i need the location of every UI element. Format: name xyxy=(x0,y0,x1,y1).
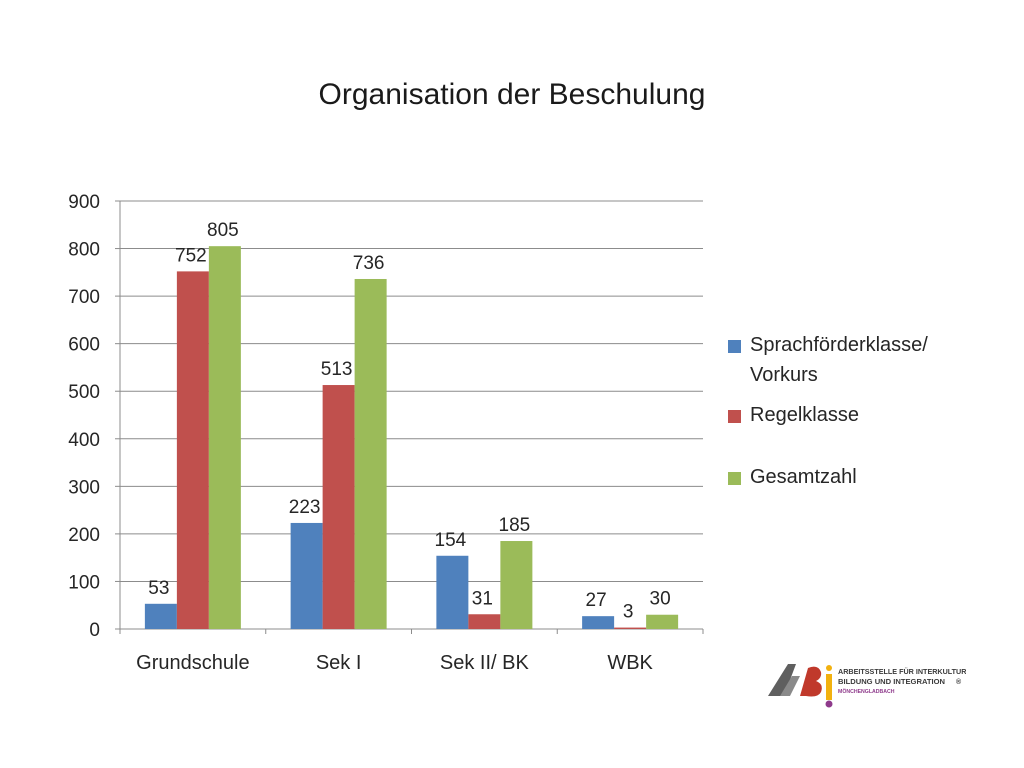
bar xyxy=(646,614,679,629)
legend-label-series-3: Gesamtzahl xyxy=(750,466,857,488)
bar xyxy=(322,385,355,629)
bar xyxy=(582,616,615,629)
logo-registered: ® xyxy=(956,678,962,686)
data-label: 805 xyxy=(207,220,239,241)
legend: Sprachförderklasse/ Vorkurs Regelklasse … xyxy=(728,330,988,492)
y-tick-label: 600 xyxy=(68,335,100,356)
x-category-label: Sek II/ BK xyxy=(440,652,530,674)
data-label: 53 xyxy=(148,578,169,599)
data-label: 31 xyxy=(472,588,493,609)
bar xyxy=(354,278,387,629)
bar xyxy=(614,627,647,629)
legend-swatch-series-1 xyxy=(728,340,741,353)
legend-item-series-1: Sprachförderklasse/ Vorkurs xyxy=(728,330,988,392)
y-tick-label: 200 xyxy=(68,525,100,546)
legend-label-series-1: Sprachförderklasse/ xyxy=(750,334,928,356)
chart-title: Organisation der Beschulung xyxy=(318,78,706,111)
data-label: 154 xyxy=(435,530,467,551)
data-label: 736 xyxy=(353,253,385,274)
data-label: 30 xyxy=(650,589,671,610)
logo-line-1: ARBEITSSTELLE FÜR INTERKULTURELLE xyxy=(838,667,966,676)
y-tick-label: 100 xyxy=(68,572,100,593)
logo-mark-i-icon xyxy=(826,674,832,700)
x-category-label: Sek I xyxy=(316,652,362,674)
logo-line-2: BILDUNG UND INTEGRATION xyxy=(838,677,945,686)
bar xyxy=(468,614,501,629)
legend-label-series-1-line2: Vorkurs xyxy=(750,364,818,386)
abi-logo: ARBEITSSTELLE FÜR INTERKULTURELLE BILDUN… xyxy=(768,664,966,708)
legend-item-series-2: Regelklasse xyxy=(728,400,988,450)
logo-mark-dot2-icon xyxy=(826,665,832,671)
bar xyxy=(144,603,177,629)
legend-swatch-series-3 xyxy=(728,472,741,485)
bar xyxy=(208,246,241,629)
data-label: 223 xyxy=(289,497,321,518)
data-label: 27 xyxy=(586,590,607,611)
bar xyxy=(500,541,533,629)
logo-mark-dot-icon xyxy=(825,700,833,708)
y-tick-label: 300 xyxy=(68,477,100,498)
logo-mark-b-icon xyxy=(800,666,822,697)
x-category-label: WBK xyxy=(607,652,653,674)
y-tick-label: 700 xyxy=(68,287,100,308)
data-label: 752 xyxy=(175,245,207,266)
data-label: 185 xyxy=(499,515,531,536)
bar xyxy=(176,271,209,629)
y-tick-label: 400 xyxy=(68,430,100,451)
y-tick-label: 0 xyxy=(89,620,100,641)
logo-mark-a-icon xyxy=(768,664,796,696)
legend-label-series-2: Regelklasse xyxy=(750,404,859,426)
x-category-label: Grundschule xyxy=(136,652,249,674)
data-label: 3 xyxy=(623,602,634,623)
bar xyxy=(290,522,323,629)
y-tick-label: 900 xyxy=(68,192,100,213)
y-tick-label: 800 xyxy=(68,240,100,261)
legend-item-series-3: Gesamtzahl xyxy=(728,462,988,492)
bar xyxy=(436,555,469,629)
logo-line-3: MÖNCHENGLADBACH xyxy=(838,688,895,695)
logo-mark-a2-icon xyxy=(780,676,800,696)
y-tick-label: 500 xyxy=(68,382,100,403)
data-label: 513 xyxy=(321,359,353,380)
legend-swatch-series-2 xyxy=(728,410,741,423)
